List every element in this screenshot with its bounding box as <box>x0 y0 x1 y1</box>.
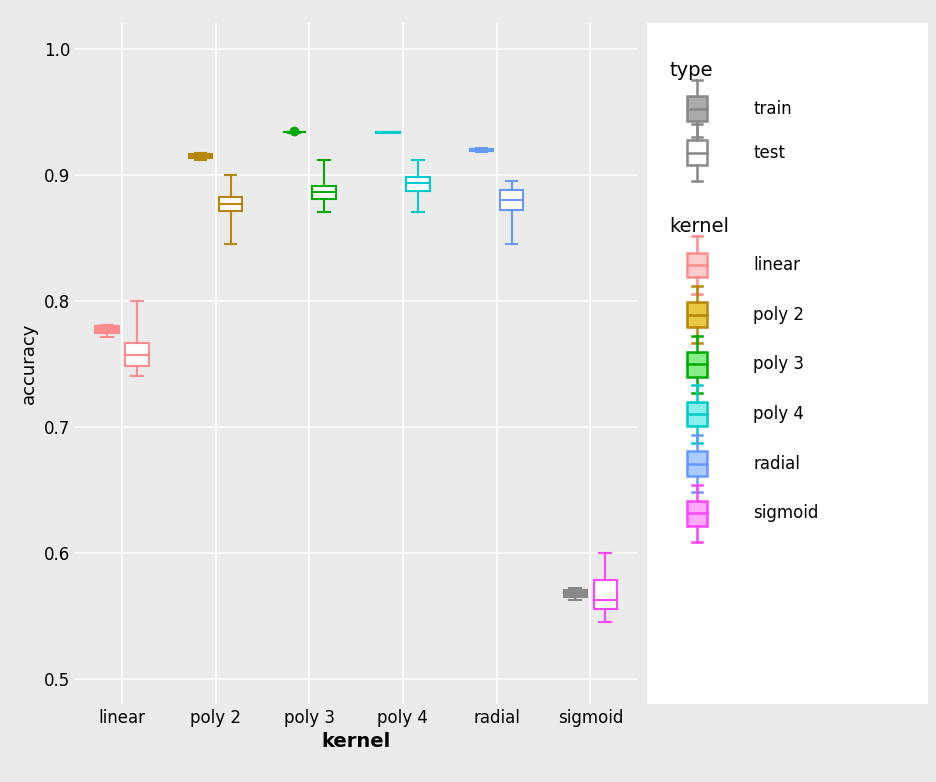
FancyBboxPatch shape <box>686 253 707 278</box>
Text: linear: linear <box>753 256 799 274</box>
PathPatch shape <box>563 590 586 597</box>
FancyBboxPatch shape <box>686 402 707 426</box>
FancyBboxPatch shape <box>686 501 707 526</box>
Text: test: test <box>753 144 784 162</box>
Text: poly 3: poly 3 <box>753 355 803 373</box>
FancyBboxPatch shape <box>686 303 707 327</box>
PathPatch shape <box>188 155 212 158</box>
FancyBboxPatch shape <box>686 96 707 120</box>
PathPatch shape <box>499 190 522 210</box>
PathPatch shape <box>124 343 148 366</box>
Text: poly 2: poly 2 <box>753 306 803 324</box>
PathPatch shape <box>405 178 429 191</box>
FancyBboxPatch shape <box>686 352 707 377</box>
Text: kernel: kernel <box>668 217 728 236</box>
Text: radial: radial <box>753 454 799 472</box>
PathPatch shape <box>592 580 616 609</box>
Text: sigmoid: sigmoid <box>753 504 818 522</box>
Text: train: train <box>753 99 791 117</box>
FancyBboxPatch shape <box>686 451 707 476</box>
X-axis label: kernel: kernel <box>321 732 390 752</box>
Text: poly 4: poly 4 <box>753 405 803 423</box>
PathPatch shape <box>469 149 492 151</box>
FancyBboxPatch shape <box>686 141 707 165</box>
Text: type: type <box>668 61 711 80</box>
PathPatch shape <box>95 326 118 333</box>
PathPatch shape <box>375 132 399 133</box>
Y-axis label: accuracy: accuracy <box>21 323 38 404</box>
PathPatch shape <box>218 197 241 211</box>
PathPatch shape <box>312 186 335 199</box>
